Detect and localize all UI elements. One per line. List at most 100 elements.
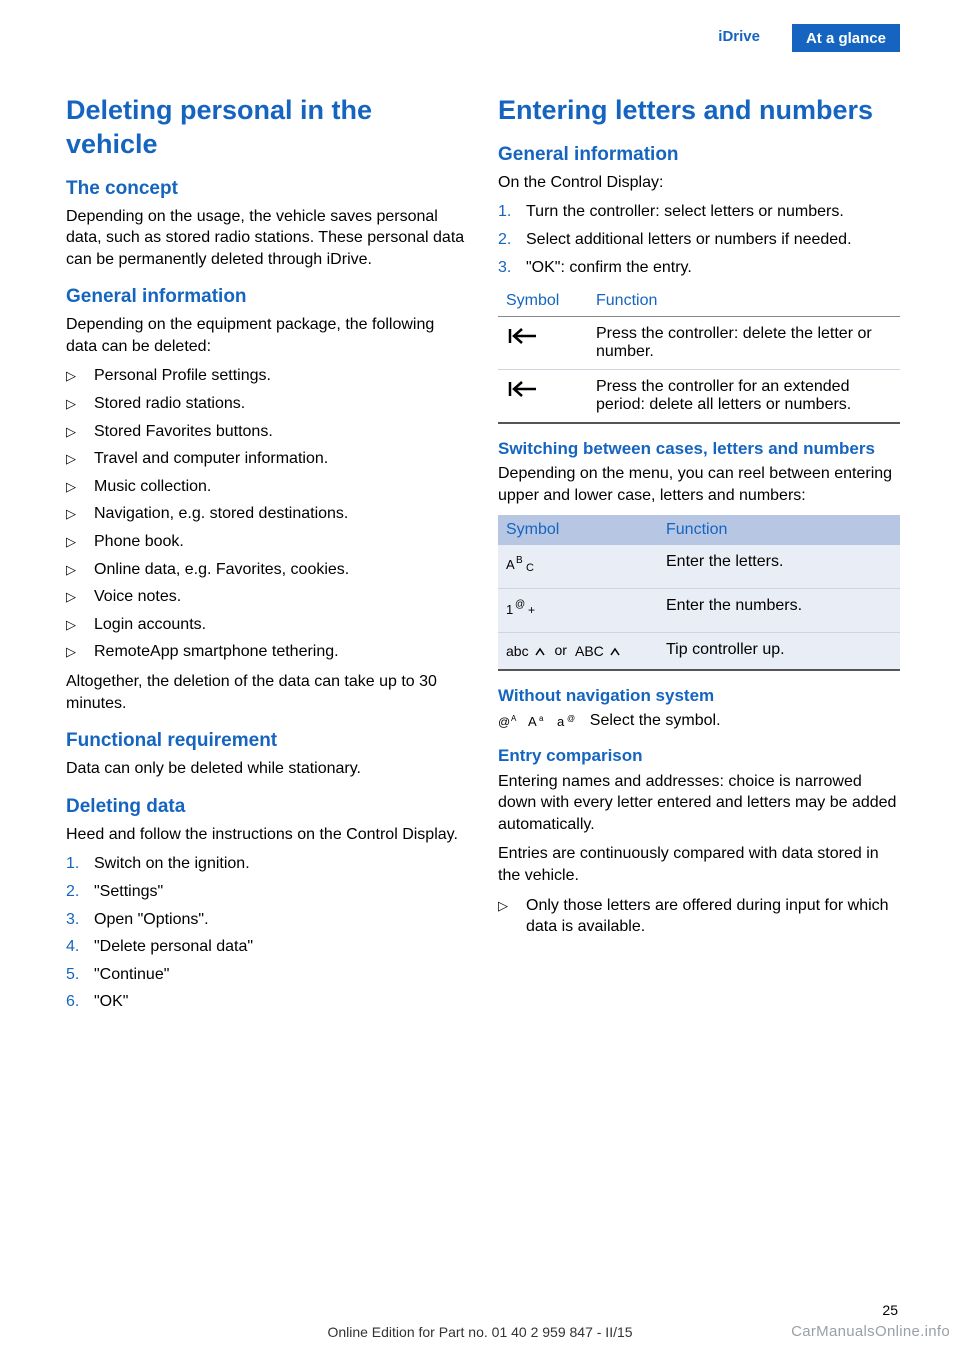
table2-head-function: Function: [658, 515, 900, 545]
step-number: 2.: [498, 229, 526, 251]
without-nav-text: Select the symbol.: [590, 712, 721, 729]
general-info-paragraph-left: Depending on the equipment package, the …: [66, 314, 468, 357]
step-number: 4.: [66, 936, 94, 958]
a-at-icon: a@: [557, 712, 581, 729]
concept-paragraph: Depending on the usage, the vehicle save…: [66, 206, 468, 271]
abc-upper-icon: ABC: [498, 545, 658, 589]
triangle-bullet-icon: ▷: [66, 586, 94, 606]
one-at-plus-icon: 1@+: [498, 588, 658, 632]
list-item-label: "OK": [94, 991, 128, 1013]
list-item: ▷Travel and computer information.: [66, 448, 468, 470]
list-item-label: "Delete personal data": [94, 936, 253, 958]
table-row: ABC Enter the letters.: [498, 545, 900, 589]
triangle-bullet-icon: ▷: [66, 559, 94, 579]
entry-comparison-p1: Entering names and addresses: choice is …: [498, 771, 900, 836]
triangle-bullet-icon: ▷: [66, 531, 94, 551]
without-nav-heading: Without navigation system: [498, 685, 900, 706]
list-item: 1.Switch on the ignition.: [66, 853, 468, 875]
list-item: 2."Settings": [66, 881, 468, 903]
svg-text:C: C: [526, 562, 534, 574]
svg-text:A: A: [528, 714, 537, 729]
svg-text:ABC: ABC: [575, 643, 604, 659]
header-chapter-label: At a glance: [806, 30, 886, 47]
list-item: 3."OK": confirm the entry.: [498, 257, 900, 279]
svg-text:a: a: [539, 714, 544, 723]
svg-text:a: a: [557, 714, 565, 729]
list-item: 6."OK": [66, 991, 468, 1013]
header-chapter-bar: At a glance: [792, 24, 900, 52]
list-item-label: Navigation, e.g. stored destinations.: [94, 503, 348, 525]
step-number: 3.: [66, 909, 94, 931]
svg-text:@: @: [515, 599, 525, 610]
list-item-label: Voice notes.: [94, 586, 181, 608]
list-item: ▷Stored Favorites buttons.: [66, 421, 468, 443]
list-item: 2.Select additional letters or numbers i…: [498, 229, 900, 251]
triangle-bullet-icon: ▷: [66, 393, 94, 413]
entry-comparison-bullet: Only those letters are offered during in…: [526, 895, 900, 938]
table2-head-symbol: Symbol: [498, 515, 658, 545]
list-item: ▷Login accounts.: [66, 614, 468, 636]
svg-text:@: @: [567, 714, 575, 723]
concept-heading: The concept: [66, 178, 468, 200]
svg-text:+: +: [528, 603, 535, 617]
page-number: 25: [882, 1302, 898, 1318]
content-columns: Deleting personal in the vehicle The con…: [66, 94, 900, 1021]
list-item-label: "Settings": [94, 881, 163, 903]
entry-comparison-heading: Entry comparison: [498, 745, 900, 766]
list-item: ▷RemoteApp smartphone tethering.: [66, 641, 468, 663]
list-item: 1.Turn the controller: select letters or…: [498, 201, 900, 223]
after-bullets-paragraph: Altogether, the deletion of the data can…: [66, 671, 468, 714]
symbol-function-table-2: Symbol Function ABC Enter the letters. 1…: [498, 515, 900, 671]
triangle-bullet-icon: ▷: [66, 421, 94, 441]
right-h1: Entering letters and numbers: [498, 94, 900, 128]
entry-comparison-p2: Entries are continuously compared with d…: [498, 843, 900, 886]
left-column: Deleting personal in the vehicle The con…: [66, 94, 468, 1021]
back-arrow-icon: [498, 370, 588, 424]
functional-requirement-paragraph: Data can only be deleted while stationar…: [66, 758, 468, 780]
step-number: 3.: [498, 257, 526, 279]
functional-requirement-heading: Functional requirement: [66, 730, 468, 752]
list-item: 3.Open "Options".: [66, 909, 468, 931]
entry-comparison-bullet-list: ▷ Only those letters are offered during …: [498, 895, 900, 938]
list-item-label: Switch on the ignition.: [94, 853, 250, 875]
switching-heading: Switching between cases, letters and num…: [498, 438, 900, 459]
step-number: 5.: [66, 964, 94, 986]
list-item-label: Login accounts.: [94, 614, 206, 636]
table-row: abc or ABC Tip controller up.: [498, 632, 900, 670]
table2-row1-func: Enter the numbers.: [658, 588, 900, 632]
triangle-bullet-icon: ▷: [66, 448, 94, 468]
svg-text:abc: abc: [506, 643, 529, 659]
table1-head-symbol: Symbol: [498, 286, 588, 317]
right-step-list: 1.Turn the controller: select letters or…: [498, 201, 900, 278]
list-item-label: Select additional letters or numbers if …: [526, 229, 852, 251]
list-item: 4."Delete personal data": [66, 936, 468, 958]
triangle-bullet-icon: ▷: [66, 503, 94, 523]
deleting-data-paragraph: Heed and follow the instructions on the …: [66, 824, 468, 846]
list-item: 5."Continue": [66, 964, 468, 986]
list-item: ▷Navigation, e.g. stored destinations.: [66, 503, 468, 525]
deleting-data-heading: Deleting data: [66, 796, 468, 818]
triangle-bullet-icon: ▷: [66, 614, 94, 634]
list-item-label: Stored radio stations.: [94, 393, 245, 415]
table-row: Press the controller: delete the let­ter…: [498, 317, 900, 370]
general-info-paragraph-right: On the Control Display:: [498, 172, 900, 194]
without-nav-paragraph: @A Aa a@ Select the symbol.: [498, 710, 900, 732]
svg-text:1: 1: [506, 602, 513, 617]
general-info-heading-left: General information: [66, 286, 468, 308]
or-label: or: [550, 642, 570, 658]
step-number: 2.: [66, 881, 94, 903]
list-item-label: Online data, e.g. Favorites, cookies.: [94, 559, 349, 581]
table1-row1-func: Press the controller for an extended per…: [588, 370, 900, 424]
triangle-bullet-icon: ▷: [66, 476, 94, 496]
right-column: Entering letters and numbers General inf…: [498, 94, 900, 1021]
svg-text:@: @: [498, 715, 510, 729]
triangle-bullet-icon: ▷: [66, 365, 94, 385]
triangle-bullet-icon: ▷: [66, 641, 94, 661]
table2-row2-func: Tip controller up.: [658, 632, 900, 670]
list-item-label: Turn the controller: select letters or n…: [526, 201, 844, 223]
header-section-label: iDrive: [718, 28, 760, 45]
step-number: 6.: [66, 991, 94, 1013]
left-bullet-list: ▷Personal Profile settings.▷Stored radio…: [66, 365, 468, 663]
svg-text:A: A: [511, 714, 517, 723]
list-item: ▷ Only those letters are offered during …: [498, 895, 900, 938]
